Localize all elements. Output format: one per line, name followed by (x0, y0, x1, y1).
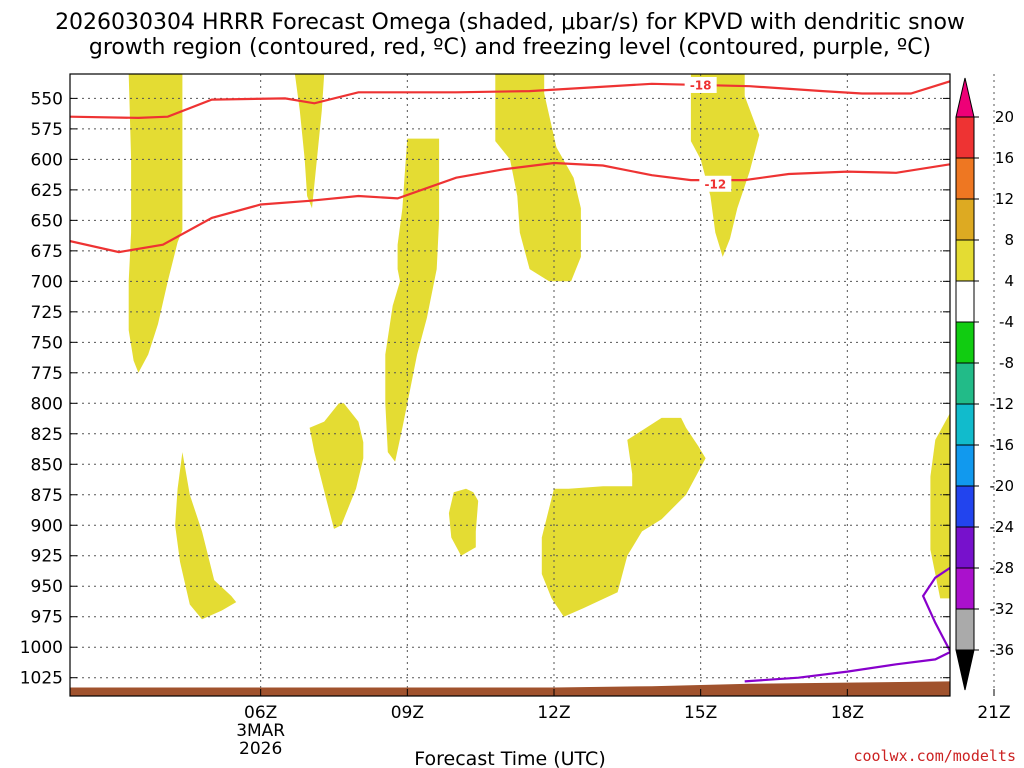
colorbar-label--32: -32 (990, 600, 1015, 618)
y-tick-label-625: 625 (31, 181, 63, 201)
y-tick-label-800: 800 (31, 394, 63, 414)
x-tick-year: 2026 (239, 739, 282, 759)
upward-motion-6 (309, 403, 364, 529)
y-tick-label-575: 575 (31, 120, 63, 140)
upward-motion-9 (541, 417, 706, 617)
omega-shading (128, 74, 950, 620)
x-tick-label-15Z: 15Z (684, 703, 717, 723)
y-tick-label-1025: 1025 (20, 669, 63, 689)
freezing-level-contour-2 (744, 651, 950, 683)
y-axis: 550 575 600 625 650 675 700 725 750 775 800 825 850 8… (20, 89, 950, 689)
colorbar-swatch-16 (955, 116, 975, 159)
ground-layer (70, 681, 950, 696)
colorbar-label--28: -28 (990, 559, 1015, 577)
chart-title-line2: growth region (contoured, red, ºC) and f… (89, 35, 931, 60)
y-tick-label-600: 600 (31, 150, 63, 170)
colorbar-label--12: -12 (990, 395, 1015, 413)
colorbar-swatch-8 (955, 198, 975, 241)
chart-title-line1: 2026030304 HRRR Forecast Omega (shaded, … (55, 10, 965, 35)
colorbar-label--16: -16 (990, 436, 1015, 454)
contour-label--18: -18 (690, 78, 712, 92)
y-tick-label-825: 825 (31, 425, 63, 445)
y-tick-label-675: 675 (31, 242, 63, 262)
x-tick-label-18Z: 18Z (831, 703, 864, 723)
upward-motion-3 (385, 138, 440, 462)
contour-label-bg--12 (699, 175, 732, 192)
colorbar-swatch--32 (955, 567, 975, 610)
y-tick-label-950: 950 (31, 577, 63, 597)
upward-motion-10 (930, 413, 950, 599)
colorbar-swatch--8 (955, 321, 975, 364)
y-tick-label-550: 550 (31, 89, 63, 109)
x-tick-label-12Z: 12Z (537, 703, 570, 723)
colorbar-label--36: -36 (990, 641, 1015, 659)
x-axis-label: Forecast Time (UTC) (414, 748, 605, 768)
colorbar-swatch--16 (955, 403, 975, 446)
colorbar: 20 16 12 8 4 -4 -8 -12 -16 -20 -24 -28 -32 -36 (955, 77, 1015, 691)
plot-border (69, 73, 951, 697)
upward-motion-2 (294, 74, 325, 209)
colorbar-label-4: 4 (1004, 272, 1014, 290)
upward-motion-5 (690, 74, 760, 257)
y-tick-label-875: 875 (31, 486, 63, 506)
upward-motion-4 (495, 74, 581, 282)
colorbar-label--24: -24 (990, 518, 1015, 536)
upward-motion-8 (448, 488, 479, 556)
freezing-level-contour-1 (921, 566, 950, 652)
y-tick-label-775: 775 (31, 364, 63, 384)
colorbar-swatch--24 (955, 485, 975, 528)
colorbar-label-16: 16 (995, 149, 1014, 167)
y-tick-label-900: 900 (31, 516, 63, 536)
colorbar-label-12: 12 (995, 190, 1014, 208)
colorbar-swatch--28 (955, 526, 975, 569)
colorbar-label-20: 20 (995, 108, 1014, 126)
y-tick-label-750: 750 (31, 333, 63, 353)
colorbar-swatch-4 (955, 239, 975, 282)
colorbar-swatch--20 (955, 444, 975, 487)
colorbar-label--20: -20 (990, 477, 1015, 495)
contour-label--12: -12 (704, 177, 726, 191)
plot-frame (69, 73, 951, 697)
colorbar-swatch--36 (955, 608, 975, 651)
upward-motion-1 (128, 74, 183, 373)
colorbar-top-arrow (955, 77, 975, 118)
chart-title: 2026030304 HRRR Forecast Omega (shaded, … (55, 10, 965, 60)
y-tick-label-925: 925 (31, 547, 63, 567)
colorbar-label-8: 8 (1004, 231, 1014, 249)
colorbar-swatch-12 (955, 157, 975, 200)
credit-text: coolwx.com/modelts (853, 747, 1016, 765)
y-tick-label-725: 725 (31, 303, 63, 323)
x-tick-label-09Z: 09Z (391, 703, 424, 723)
y-tick-label-1000: 1000 (20, 638, 63, 658)
colorbar-label--8: -8 (999, 354, 1014, 372)
contour-label-bg--18 (684, 76, 717, 93)
x-tick-date: 3MAR (236, 721, 285, 741)
y-tick-label-700: 700 (31, 272, 63, 292)
upward-motion-7 (175, 452, 237, 620)
contours: -18 -12 (70, 76, 950, 683)
ground-surface (70, 681, 950, 696)
y-tick-label-975: 975 (31, 608, 63, 628)
x-tick-label-21Z: 21Z (977, 703, 1010, 723)
y-tick-label-650: 650 (31, 211, 63, 231)
gridlines (70, 74, 995, 696)
colorbar-swatch--12 (955, 362, 975, 405)
colorbar-swatch--4 (955, 280, 975, 323)
dendritic-contour--18 (70, 80, 950, 120)
x-tick-label-06Z: 06Z (244, 703, 277, 723)
dendritic-contour--12 (70, 161, 950, 254)
y-tick-label-850: 850 (31, 455, 63, 475)
colorbar-label--4: -4 (999, 313, 1014, 331)
colorbar-bottom-arrow (955, 649, 975, 691)
